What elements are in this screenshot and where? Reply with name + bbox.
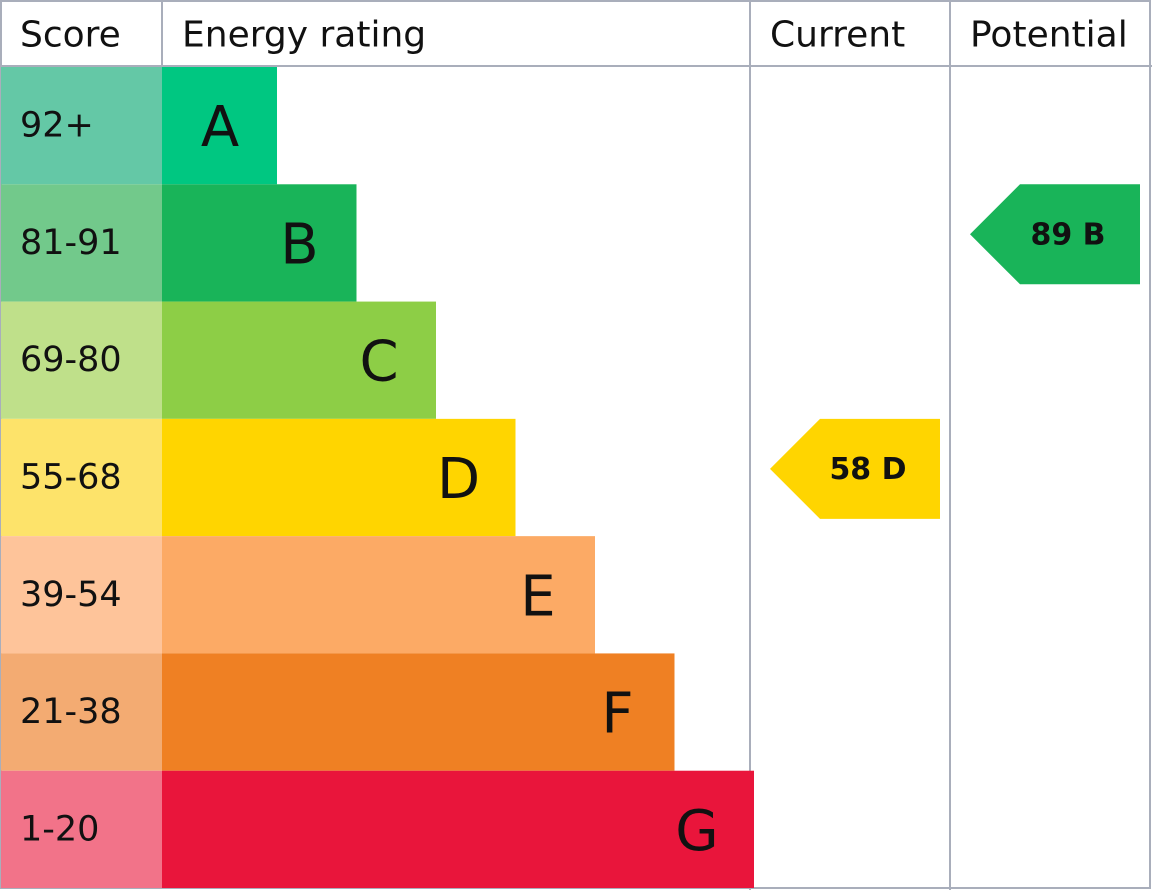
rating-letter: E bbox=[520, 564, 555, 629]
score-cell bbox=[1, 418, 162, 537]
arrow-shape bbox=[770, 418, 940, 519]
score-range: 39-54 bbox=[20, 575, 122, 615]
score-range: 92+ bbox=[20, 106, 94, 146]
score-cell bbox=[1, 67, 162, 185]
score-cell bbox=[1, 184, 162, 302]
potential-arrow: 89 B bbox=[970, 184, 1140, 285]
current-arrow: 58 D bbox=[770, 418, 940, 519]
current-label: 58 D bbox=[829, 451, 906, 486]
score-cell bbox=[1, 770, 162, 888]
header-energy-rating: Energy rating bbox=[182, 15, 426, 56]
score-range: 81-91 bbox=[20, 223, 122, 263]
rating-bar bbox=[162, 653, 675, 771]
score-range: 55-68 bbox=[20, 458, 122, 498]
rating-letter: B bbox=[280, 212, 318, 277]
arrow-shape bbox=[970, 184, 1140, 285]
rating-bar bbox=[162, 770, 754, 888]
rating-letter: C bbox=[359, 330, 398, 395]
score-range: 21-38 bbox=[20, 692, 122, 732]
rating-letter: G bbox=[675, 799, 718, 864]
score-range: 1-20 bbox=[20, 809, 99, 849]
header-current: Current bbox=[770, 15, 905, 56]
potential-rating: B bbox=[1083, 217, 1106, 252]
score-cell bbox=[1, 536, 162, 654]
rating-letter: F bbox=[601, 682, 633, 747]
current-rating: D bbox=[882, 451, 907, 486]
rating-bar bbox=[162, 536, 595, 654]
potential-score: 89 bbox=[1030, 217, 1072, 252]
rating-letter: D bbox=[437, 447, 480, 512]
rating-bar bbox=[162, 301, 436, 419]
rating-letter: A bbox=[201, 95, 239, 160]
header-potential: Potential bbox=[970, 15, 1128, 56]
score-cell bbox=[1, 301, 162, 419]
current-score: 58 bbox=[829, 451, 871, 486]
rating-bar bbox=[162, 67, 277, 185]
rating-bar bbox=[162, 184, 357, 302]
rating-bar bbox=[162, 418, 516, 537]
score-cell bbox=[1, 653, 162, 771]
score-range: 69-80 bbox=[20, 340, 122, 380]
potential-label: 89 B bbox=[1030, 217, 1105, 252]
header-score: Score bbox=[20, 15, 121, 56]
